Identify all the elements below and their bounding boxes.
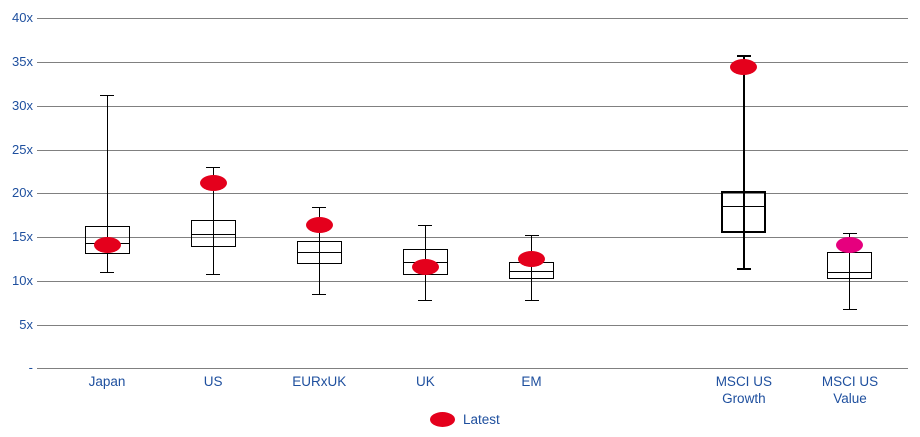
gridline-0 xyxy=(37,368,908,370)
whisker-cap-high-msci-us-value xyxy=(842,233,857,235)
x-axis-label-line: Japan xyxy=(88,374,126,389)
y-axis-tick-label: 25x xyxy=(12,141,33,157)
legend: Latest xyxy=(430,412,500,427)
x-axis-label-line: MSCI US xyxy=(821,374,879,389)
box-japan xyxy=(84,225,130,254)
whisker-us xyxy=(212,167,214,275)
gridline-25 xyxy=(37,149,908,151)
whisker-cap-low-em xyxy=(524,300,539,302)
gridline-35 xyxy=(37,62,908,64)
x-axis-label-line: Value xyxy=(833,391,867,406)
whisker-cap-high-msci-us-growth xyxy=(736,54,751,57)
latest-marker-em xyxy=(518,250,546,267)
x-axis-label-japan: Japan xyxy=(54,373,160,390)
x-axis-label-line: EURxUK xyxy=(292,374,347,389)
gridline-5 xyxy=(37,324,908,326)
whisker-cap-high-us xyxy=(206,167,221,169)
gridline-40 xyxy=(37,18,908,20)
whisker-cap-low-msci-us-value xyxy=(842,309,857,311)
median-msci-us-growth xyxy=(721,206,767,208)
y-axis-tick-label: 10x xyxy=(12,272,33,288)
latest-marker-eurxuk xyxy=(305,216,333,233)
whisker-cap-high-em xyxy=(524,234,539,236)
gridline-10 xyxy=(37,280,908,282)
whisker-japan xyxy=(106,95,108,273)
box-msci-us-growth xyxy=(721,190,767,233)
whisker-cap-high-japan xyxy=(100,94,114,96)
x-axis-label-line: US xyxy=(203,374,223,389)
x-axis-label-line: Growth xyxy=(722,391,766,406)
whisker-cap-low-eurxuk xyxy=(312,294,327,296)
x-axis-label-line: MSCI US xyxy=(715,374,772,389)
x-axis-label-eurxuk: EURxUK xyxy=(266,373,372,390)
x-axis-label-line: UK xyxy=(416,374,435,389)
gridline-30 xyxy=(37,105,908,107)
median-us xyxy=(190,234,236,236)
y-axis-tick-label: 40x xyxy=(12,10,33,26)
whisker-msci-us-value xyxy=(849,233,851,310)
whisker-em xyxy=(531,235,533,301)
x-axis-label-us: US xyxy=(160,373,266,390)
legend-label: Latest xyxy=(463,412,500,427)
y-axis-tick-label: 20x xyxy=(12,185,33,201)
whisker-msci-us-growth xyxy=(742,55,745,270)
median-em xyxy=(509,271,555,273)
y-axis-tick-label: 30x xyxy=(12,97,33,113)
y-axis-tick-label: 5x xyxy=(19,316,33,332)
median-eurxuk xyxy=(296,251,342,253)
whisker-eurxuk xyxy=(318,207,320,295)
y-axis-tick-label: 35x xyxy=(12,54,33,70)
whisker-cap-low-japan xyxy=(100,272,114,274)
whisker-cap-low-msci-us-growth xyxy=(736,268,751,271)
gridline-15 xyxy=(37,237,908,239)
latest-marker-japan xyxy=(93,236,121,253)
box-us xyxy=(190,219,236,247)
x-axis-label-line: EM xyxy=(521,374,542,389)
latest-marker-icon xyxy=(430,412,455,427)
box-msci-us-value xyxy=(827,251,873,280)
x-axis-label-msci-us-value: MSCI US Value xyxy=(797,373,903,407)
y-axis-tick-label: 15x xyxy=(12,229,33,245)
latest-marker-msci-us-value xyxy=(836,236,864,253)
whisker-cap-low-uk xyxy=(418,299,433,301)
latest-marker-us xyxy=(199,174,227,191)
gridline-20 xyxy=(37,193,908,195)
latest-marker-msci-us-growth xyxy=(730,59,758,76)
x-axis-label-em: EM xyxy=(479,373,585,390)
whisker-cap-high-eurxuk xyxy=(312,206,327,208)
y-axis-tick-label: - xyxy=(28,360,33,376)
median-msci-us-value xyxy=(827,272,873,274)
latest-marker-uk xyxy=(411,258,439,275)
x-axis-label-msci-us-growth: MSCI US Growth xyxy=(691,373,797,407)
x-axis-label-uk: UK xyxy=(372,373,478,390)
whisker-cap-high-uk xyxy=(418,225,433,227)
whisker-cap-low-us xyxy=(206,274,221,276)
